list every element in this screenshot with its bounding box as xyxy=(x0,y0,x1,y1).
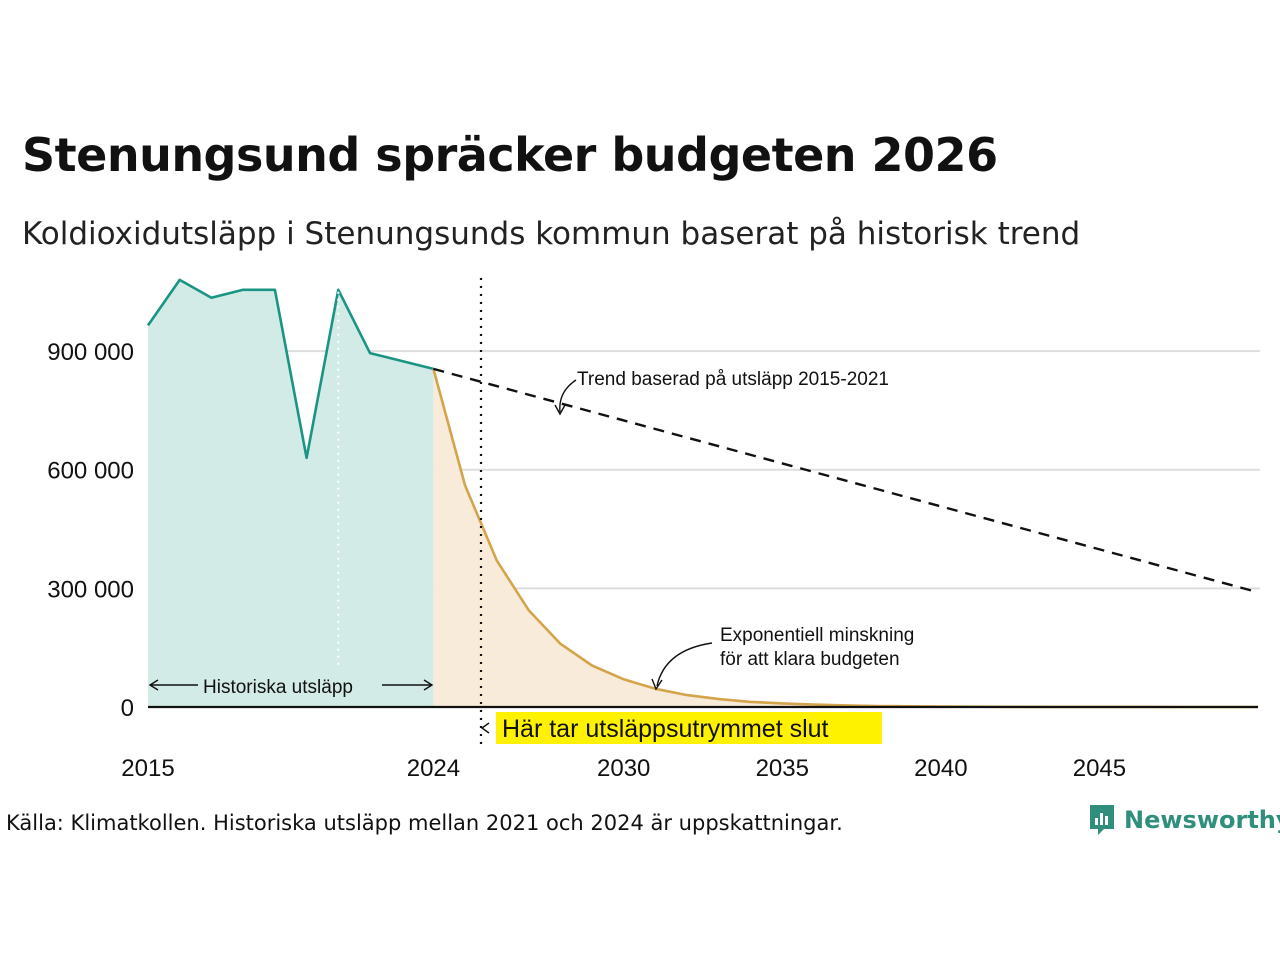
historical-area xyxy=(148,279,434,707)
x-tick-label: 2024 xyxy=(407,755,460,782)
budget-end-highlight xyxy=(496,712,882,744)
newsworthy-logo: Newsworthy xyxy=(1088,803,1280,837)
trend-line xyxy=(433,367,1259,594)
y-tick-label: 900 000 xyxy=(47,339,134,366)
bar-chart-icon xyxy=(1090,805,1114,835)
x-tick-label: 2045 xyxy=(1073,755,1126,782)
exponential-annotation-arrow xyxy=(656,642,713,687)
exponential-area xyxy=(433,368,1258,707)
axis-layer: 0 300 000 600 000 900 000 2015 2024 2030 2035 20… xyxy=(47,339,1258,782)
y-tick-label: 300 000 xyxy=(47,576,134,603)
emissions-chart: 0 300 000 600 000 900 000 2015 2024 2030 2035 20… xyxy=(47,278,1260,782)
chart-title: Stenungsund spräcker budgeten 2026 xyxy=(22,128,998,182)
x-tick-label: 2035 xyxy=(756,755,809,782)
area-layer xyxy=(148,279,1258,707)
exponential-annotation-arrowhead xyxy=(651,678,663,691)
y-tick-label: 600 000 xyxy=(47,458,134,485)
historical-arrowhead-right xyxy=(423,679,434,691)
trend-annotation: Trend baserad på utsläpp 2015-2021 xyxy=(577,369,889,390)
y-tick-label: 0 xyxy=(121,695,134,722)
x-tick-label: 2030 xyxy=(597,755,650,782)
exponential-annotation-line1: Exponentiell minskning xyxy=(720,625,914,646)
annotation-layer: Trend baserad på utsläpp 2015-2021 Expon… xyxy=(148,369,914,744)
historical-arrowhead-left xyxy=(148,679,159,691)
trend-annotation-arrow xyxy=(559,379,577,413)
brand-name: Newsworthy xyxy=(1124,806,1280,834)
x-tick-label: 2015 xyxy=(121,755,174,782)
x-tick-label: 2040 xyxy=(914,755,967,782)
historical-line xyxy=(146,278,434,460)
source-note: Källa: Klimatkollen. Historiska utsläpp … xyxy=(6,811,843,835)
historical-annotation: Historiska utsläpp xyxy=(203,677,353,698)
budget-end-arrowhead xyxy=(480,722,490,734)
budget-end-label: Här tar utsläppsutrymmet slut xyxy=(502,715,829,743)
trend-annotation-arrowhead xyxy=(554,404,566,416)
chart-subtitle: Koldioxidutsläpp i Stenungsunds kommun b… xyxy=(22,216,1081,252)
exponential-annotation-line2: för att klara budgeten xyxy=(720,649,900,670)
